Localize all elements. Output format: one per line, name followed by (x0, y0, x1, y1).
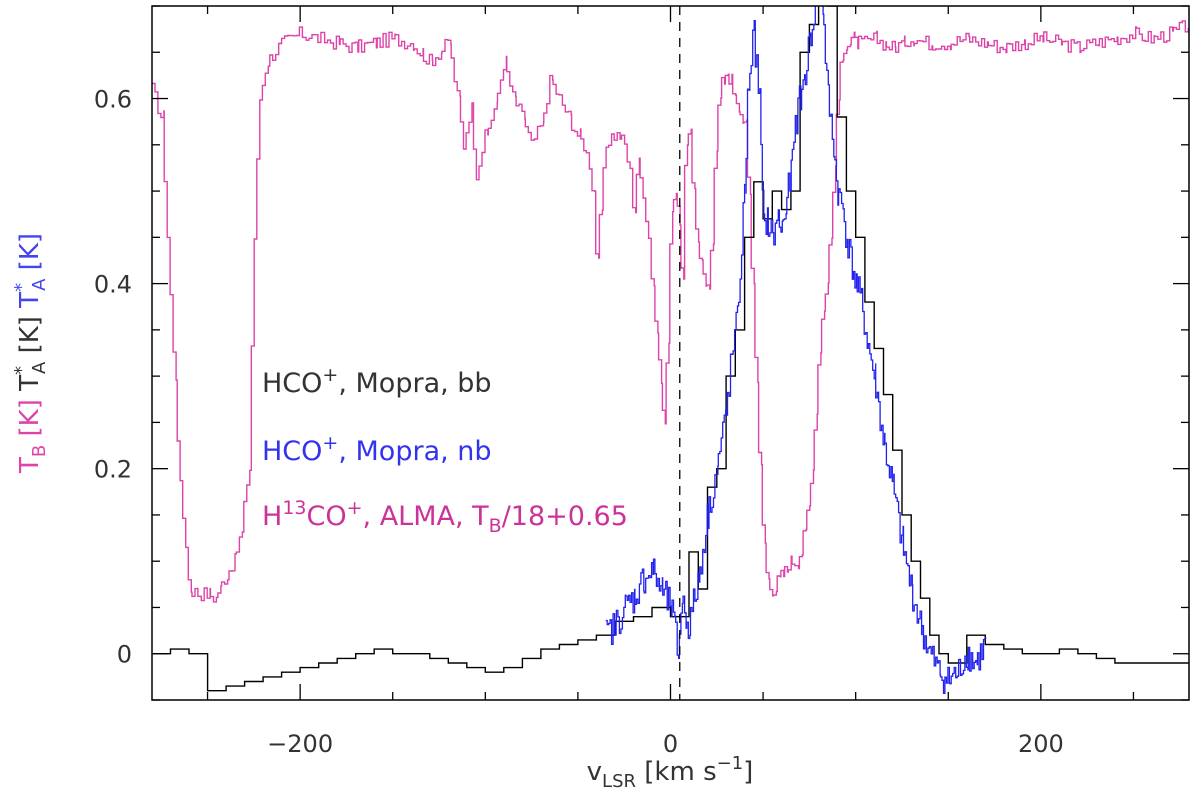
y-tick-label: 0 (117, 641, 132, 669)
y-axis-label: TB [K] T*A [K] T*A [K] (11, 233, 50, 474)
axis-ticks: −200 0 200 0 0.2 0.4 0.6 (94, 5, 1189, 758)
x-tick-label: 200 (1018, 730, 1064, 758)
x-tick-label: 0 (663, 730, 678, 758)
legend-entry-hco-nb: HCO+, Mopra, nb (262, 432, 492, 467)
series-hco-mopra-nb (605, 6, 987, 694)
legend-entry-h13co-alma: H13CO+, ALMA, TB/18+0.65 (262, 497, 628, 537)
x-tick-label: −200 (267, 730, 333, 758)
series-h13co-alma (152, 20, 1189, 603)
y-tick-label: 0.2 (94, 456, 132, 484)
legend: HCO+, Mopra, bb HCO+, Mopra, nb H13CO+, … (262, 364, 628, 537)
y-tick-label: 0.4 (94, 271, 132, 299)
x-axis-label: vLSR [km s−1] (587, 753, 754, 790)
y-tick-label: 0.6 (94, 86, 132, 114)
series-layer (152, 6, 1189, 694)
legend-entry-hco-bb: HCO+, Mopra, bb (262, 364, 492, 399)
